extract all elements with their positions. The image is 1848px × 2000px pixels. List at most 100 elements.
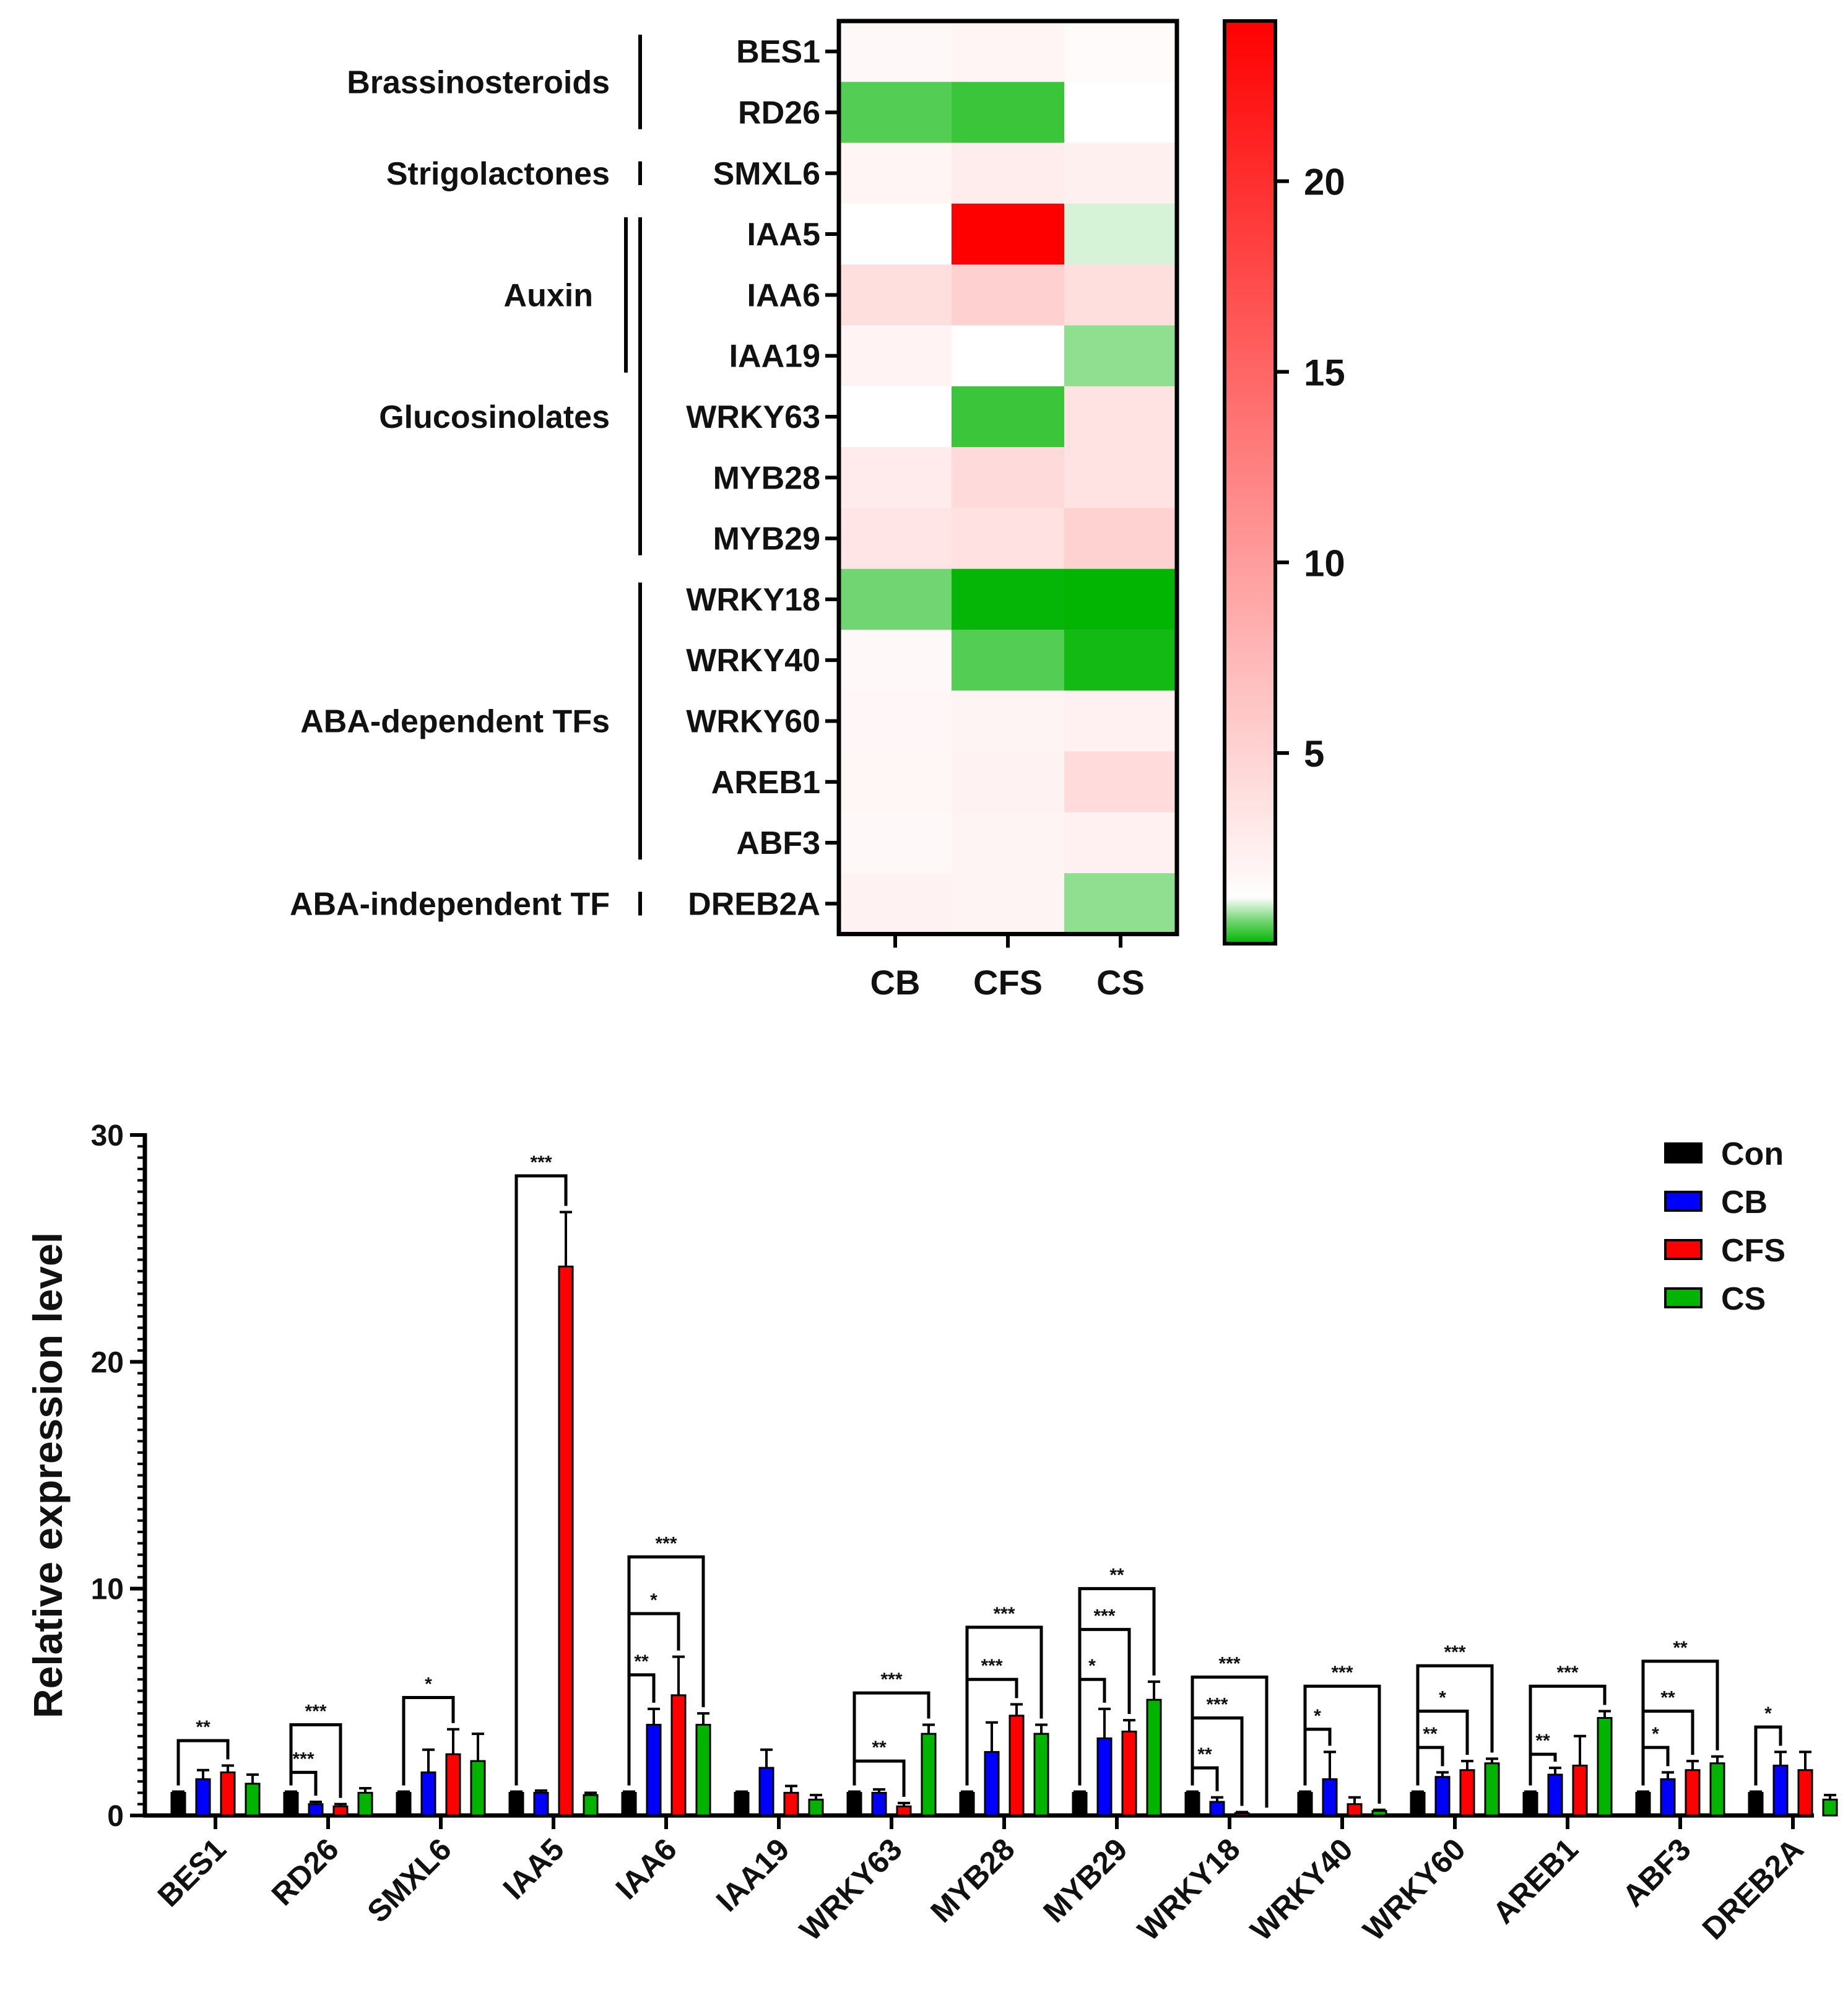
x-tick-label: IAA19 [709, 1832, 796, 1918]
significance-label: *** [1331, 1663, 1353, 1683]
bar-chart-panel: 0 10 20 30 Relative expression level BES1 RD26… [25, 1120, 1838, 1947]
colorbar-panel: 5 10 15 20 [1223, 19, 1345, 946]
heatmap-cell-myb28-cs [1064, 447, 1178, 508]
y-axis-title: Relative expression level [25, 1232, 71, 1718]
heatmap-row-label: MYB29 [713, 521, 820, 557]
legend-swatch-cb [1664, 1191, 1703, 1212]
bar-cfs-abf3 [1685, 1769, 1701, 1817]
significance-label: ** [1660, 1687, 1675, 1708]
bar-cb-wrky60 [1434, 1776, 1451, 1817]
y-tick-label: 0 [107, 1800, 124, 1833]
bar-cb-wrky63 [871, 1791, 887, 1817]
heatmap-cell-abf3-cfs [952, 812, 1065, 874]
bar-cs-areb1 [1597, 1716, 1613, 1817]
bar-cb-areb1 [1547, 1773, 1563, 1817]
bar-cs-rd26 [357, 1791, 373, 1817]
bar-con-areb1 [1522, 1791, 1538, 1817]
heatmap-cell-wrky18-cs [1064, 568, 1178, 630]
group-label: Glucosinolates [379, 399, 610, 435]
heatmap-cell-wrky63-cfs [952, 386, 1065, 448]
bar-cfs-myb29 [1121, 1730, 1137, 1817]
x-tick-label: WRKY60 [1356, 1832, 1472, 1947]
bar-cfs-dreb2a [1797, 1769, 1813, 1817]
significance-label: *** [993, 1604, 1015, 1624]
significance-label: ** [1197, 1744, 1212, 1765]
bar-cs-bes1 [245, 1783, 261, 1817]
significance-bracket [852, 1691, 931, 1786]
significance-label: ** [196, 1717, 210, 1737]
x-tick-label: IAA5 [497, 1832, 571, 1906]
significance-bracket [402, 1696, 455, 1786]
significance-bracket [1754, 1725, 1782, 1786]
heatmap-cell-wrky40-cb [839, 630, 952, 691]
bar-cb-smxl6 [420, 1771, 436, 1817]
y-tick-label: 10 [91, 1573, 124, 1606]
heatmap-col-label: CB [870, 963, 921, 1002]
significance-label: ** [1535, 1731, 1550, 1751]
significance-label: * [425, 1674, 432, 1695]
group-label: Strigolactones [386, 156, 610, 192]
heatmap-cell-abf3-cb [839, 812, 952, 874]
colorbar-tick-label: 10 [1304, 542, 1345, 584]
x-tick-label: WRKY63 [793, 1832, 909, 1947]
heatmap-cell-bes1-cfs [952, 21, 1065, 82]
significance-bracket [1303, 1728, 1332, 1786]
heatmap-cell-iaa6-cb [839, 264, 952, 326]
colorbar-tick-label: 15 [1304, 352, 1345, 393]
heatmap-row-label: WRKY18 [686, 582, 820, 618]
heatmap-cell-bes1-cb [839, 21, 952, 82]
heatmap-cell-rd26-cfs [952, 82, 1065, 144]
bar-cb-myb28 [984, 1750, 1000, 1817]
significance-label: *** [292, 1749, 314, 1769]
heatmap-cell-areb1-cs [1064, 751, 1178, 813]
x-tick-label: MYB28 [924, 1832, 1021, 1929]
heatmap-cell-bes1-cs [1064, 21, 1178, 82]
bar-cb-myb29 [1096, 1737, 1113, 1817]
bar-cs-wrky60 [1484, 1762, 1500, 1817]
significance-label: *** [1206, 1694, 1228, 1715]
y-tick-label: 20 [91, 1346, 124, 1379]
bar-cs-smxl6 [470, 1760, 486, 1817]
x-tick-label: BES1 [151, 1832, 233, 1913]
significance-bracket [1191, 1676, 1269, 1808]
significance-bracket [514, 1174, 568, 1786]
x-tick-label: MYB29 [1036, 1832, 1134, 1929]
heatmap-cell-areb1-cfs [952, 751, 1065, 813]
y-tick-label: 30 [91, 1120, 124, 1152]
bar-cb-bes1 [195, 1778, 211, 1817]
heatmap-cell-wrky60-cs [1064, 690, 1178, 752]
bar-cfs-iaa6 [670, 1694, 687, 1817]
heatmap-cell-iaa5-cfs [952, 203, 1065, 265]
bar-con-abf3 [1635, 1791, 1651, 1817]
x-tick-label: WRKY40 [1244, 1832, 1360, 1947]
bar-cs-wrky40 [1371, 1810, 1387, 1817]
significance-label: *** [880, 1669, 902, 1690]
x-tick-label: AREB1 [1486, 1832, 1584, 1930]
bar-con-bes1 [170, 1791, 186, 1817]
significance-bracket [1529, 1684, 1607, 1786]
bar-con-wrky18 [1184, 1791, 1200, 1817]
bar-con-wrky40 [1297, 1791, 1313, 1817]
colorbar-tick-label: 5 [1304, 733, 1324, 775]
bar-cs-myb28 [1033, 1733, 1049, 1817]
bar-con-myb28 [959, 1791, 975, 1817]
significance-label: *** [530, 1152, 552, 1173]
heatmap-cell-wrky40-cfs [952, 630, 1065, 691]
x-tick-label: WRKY18 [1131, 1832, 1247, 1947]
heatmap-cell-iaa6-cs [1064, 264, 1178, 326]
bar-cfs-myb28 [1009, 1715, 1025, 1817]
significance-label: ** [634, 1651, 649, 1672]
heatmap-row-label: ABF3 [736, 825, 820, 861]
significance-label: *** [305, 1701, 326, 1721]
heatmap-row-label: IAA6 [747, 277, 820, 313]
significance-bracket [1191, 1766, 1219, 1791]
heatmap-cell-iaa5-cs [1064, 203, 1178, 265]
significance-bracket [289, 1723, 342, 1798]
heatmap-col-label: CS [1096, 963, 1145, 1002]
bar-con-iaa19 [734, 1791, 750, 1817]
legend-swatch-cs [1664, 1287, 1703, 1308]
legend-label: CB [1721, 1185, 1768, 1220]
heatmap-cell-iaa19-cs [1064, 325, 1178, 387]
heatmap-cell-wrky60-cfs [952, 690, 1065, 752]
